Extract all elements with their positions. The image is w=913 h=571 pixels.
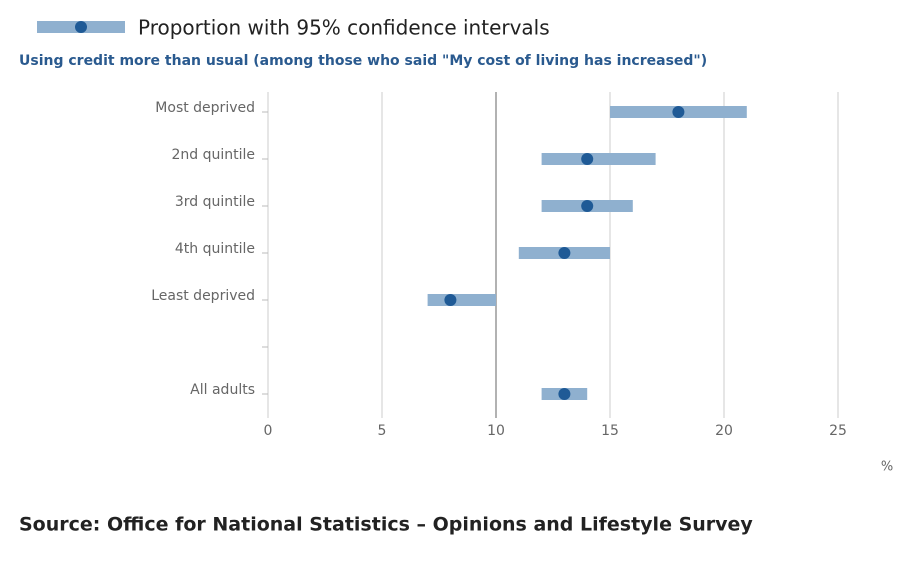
y-tick-label: All adults bbox=[190, 382, 255, 398]
point bbox=[581, 153, 594, 165]
point bbox=[581, 200, 594, 212]
confidence-interval bbox=[541, 153, 656, 165]
y-tick-label: 3rd quintile bbox=[175, 194, 255, 210]
y-tick-label: Most deprived bbox=[155, 100, 255, 116]
x-tick-label: 5 bbox=[378, 423, 387, 439]
x-tick-label: 0 bbox=[264, 423, 273, 439]
y-tick-label: 4th quintile bbox=[175, 241, 255, 257]
point bbox=[558, 247, 571, 259]
confidence-interval bbox=[427, 294, 496, 306]
x-axis-label: % bbox=[881, 460, 893, 475]
point bbox=[672, 106, 685, 118]
point bbox=[558, 388, 571, 400]
x-tick-label: 10 bbox=[487, 423, 505, 439]
legend-label: Proportion with 95% confidence intervals bbox=[138, 16, 550, 40]
point bbox=[444, 294, 457, 306]
x-tick-label: 25 bbox=[829, 423, 847, 439]
source: Source: Office for National Statistics –… bbox=[19, 514, 753, 536]
x-tick-label: 15 bbox=[601, 423, 619, 439]
chart-subtitle: Using credit more than usual (among thos… bbox=[19, 53, 707, 69]
y-tick-label: Least deprived bbox=[151, 288, 255, 304]
x-tick-label: 20 bbox=[715, 423, 733, 439]
y-tick-label: 2nd quintile bbox=[171, 147, 255, 163]
legend-dot bbox=[75, 21, 87, 33]
